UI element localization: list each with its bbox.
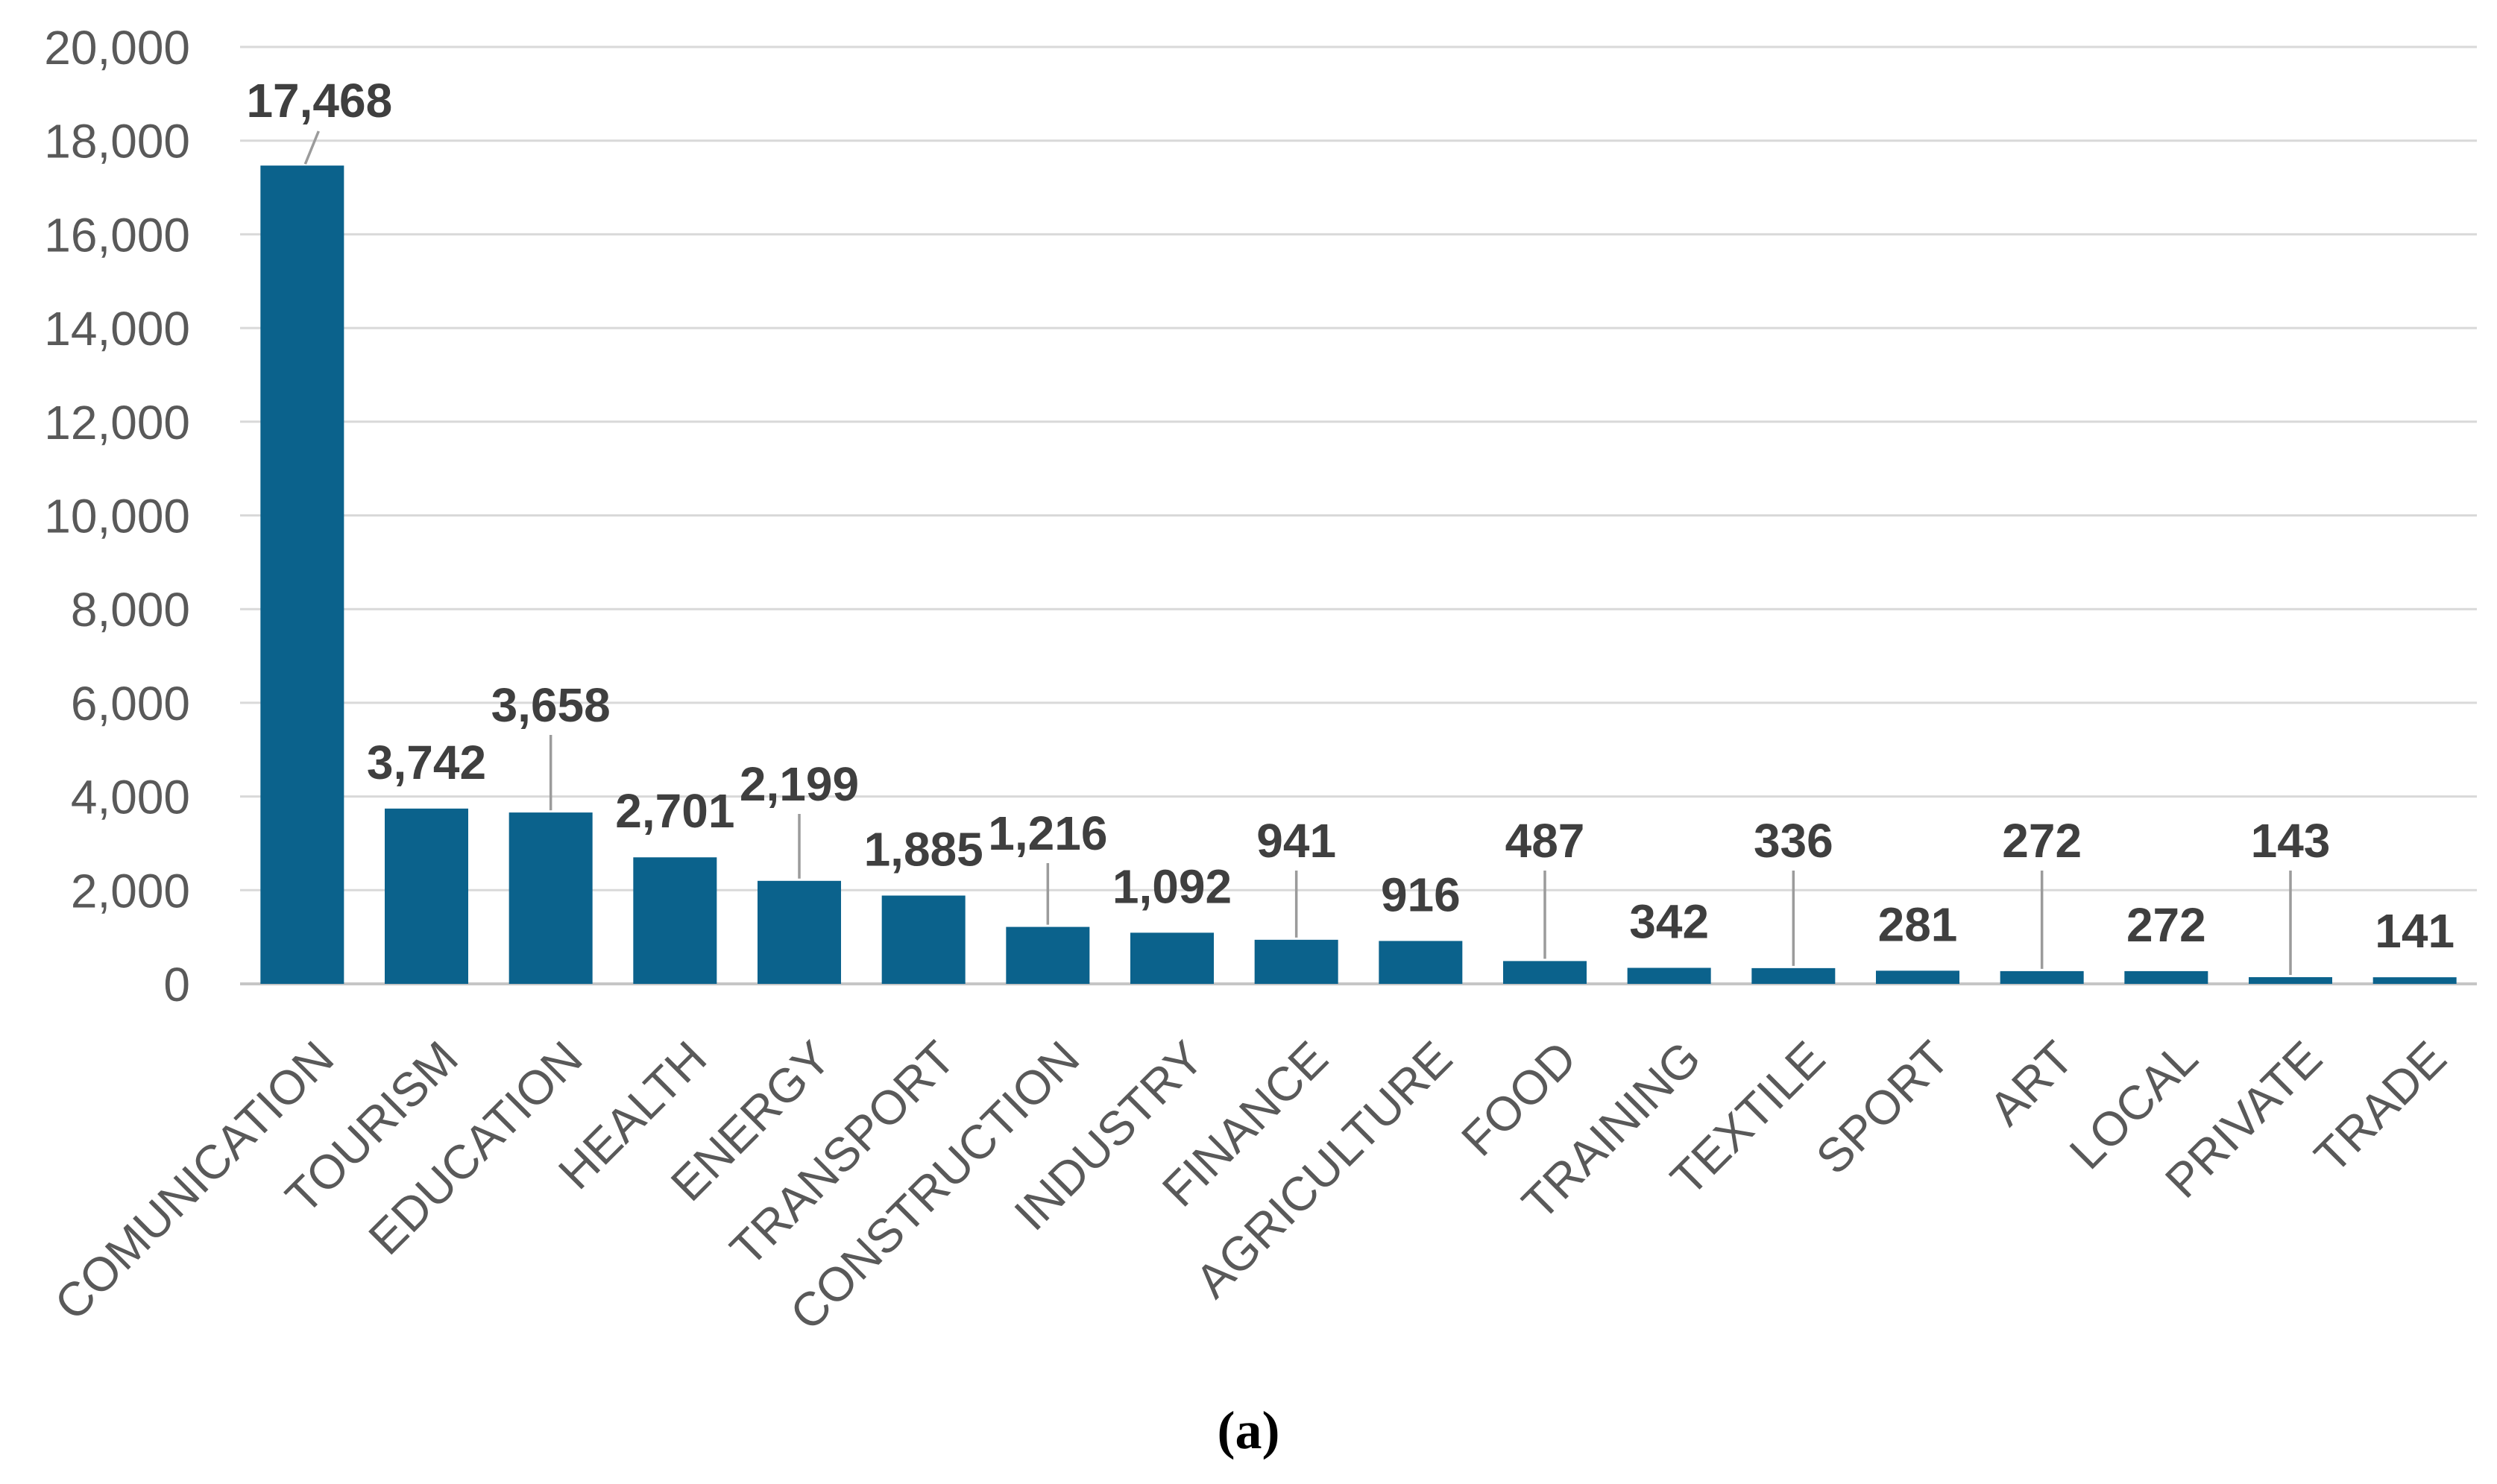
bar-training <box>1627 967 1711 984</box>
bar-finance <box>1254 939 1338 984</box>
y-axis-label-4000: 4,000 <box>71 771 190 824</box>
value-label-industry: 1,092 <box>1112 859 1232 913</box>
value-label-transport: 1,885 <box>864 823 983 877</box>
figure-caption: (a) <box>1217 1401 1280 1460</box>
bar-energy <box>758 880 841 984</box>
bar-construction <box>1006 926 1090 984</box>
value-label-comunication: 17,468 <box>246 74 392 127</box>
bar-agriculture <box>1379 941 1463 984</box>
bar-art <box>2000 970 2084 984</box>
value-label-tourism: 3,742 <box>367 736 486 789</box>
bar-comunication <box>260 165 344 984</box>
bar-industry <box>1130 932 1214 984</box>
y-axis-label-2000: 2,000 <box>71 864 190 918</box>
value-label-construction: 1,216 <box>988 806 1107 860</box>
y-axis-label-8000: 8,000 <box>71 583 190 637</box>
y-axis-label-12000: 12,000 <box>44 396 190 449</box>
bar-transport <box>881 895 966 984</box>
y-axis-label-6000: 6,000 <box>71 677 190 730</box>
value-label-training: 342 <box>1629 895 1709 949</box>
value-label-finance: 941 <box>1256 814 1336 868</box>
bar-food <box>1503 961 1587 984</box>
value-label-private: 143 <box>2251 814 2331 868</box>
bar-health <box>633 857 717 984</box>
bar-sport <box>1876 970 1959 984</box>
value-label-art: 272 <box>2002 814 2082 868</box>
value-label-local: 272 <box>2126 898 2206 952</box>
bar-education <box>508 812 593 984</box>
bar-trade <box>2372 977 2457 984</box>
value-label-textile: 336 <box>1754 814 1833 868</box>
leader-line-comunication <box>303 130 320 165</box>
bar-tourism <box>385 808 468 984</box>
y-axis-label-14000: 14,000 <box>44 302 190 356</box>
value-label-health: 2,701 <box>615 784 734 838</box>
bar-local <box>2124 970 2208 984</box>
y-axis-label-16000: 16,000 <box>44 208 190 262</box>
value-label-food: 487 <box>1505 814 1585 868</box>
y-axis-label-10000: 10,000 <box>44 490 190 543</box>
value-label-trade: 141 <box>2375 904 2455 958</box>
y-axis-label-20000: 20,000 <box>44 21 190 75</box>
value-label-sport: 281 <box>1878 897 1958 951</box>
value-label-agriculture: 916 <box>1381 868 1461 921</box>
value-label-energy: 2,199 <box>740 757 859 811</box>
bar-textile <box>1751 967 1836 984</box>
y-axis-label-0: 0 <box>163 958 190 1011</box>
y-axis-label-18000: 18,000 <box>44 115 190 168</box>
bar-private <box>2249 977 2332 984</box>
value-label-education: 3,658 <box>491 678 611 732</box>
